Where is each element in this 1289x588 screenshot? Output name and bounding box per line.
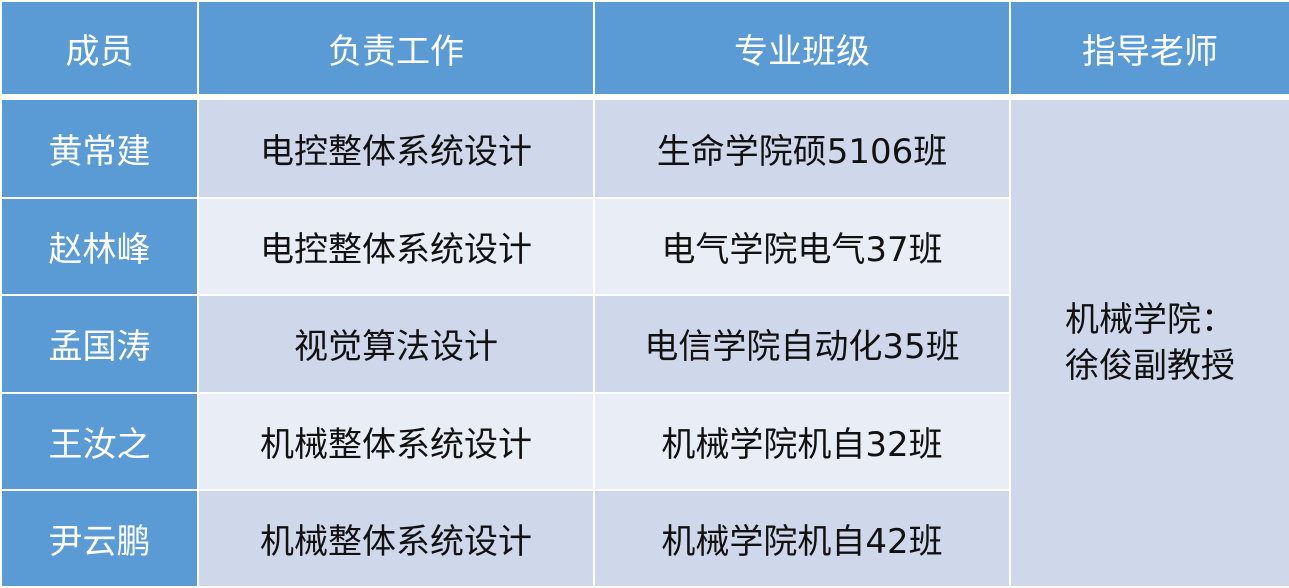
header-class: 专业班级 (593, 0, 1011, 100)
member-name: 黄常建 (0, 95, 199, 200)
advisor-school: 机械学院： (1065, 300, 1235, 340)
member-name: 王汝之 (0, 391, 199, 491)
member-work: 电控整体系统设计 (197, 95, 595, 200)
member-name: 赵林峰 (0, 197, 199, 297)
member-work: 视觉算法设计 (197, 294, 595, 394)
member-work: 机械整体系统设计 (197, 391, 595, 491)
table-row: 赵林峰 电控整体系统设计 电气学院电气37班 (0, 197, 1289, 297)
advisor-name: 徐俊副教授 (1065, 346, 1235, 386)
table-row: 尹云鹏 机械整体系统设计 机械学院机自42班 (0, 488, 1289, 588)
header-row: 成员 负责工作 专业班级 指导老师 (0, 0, 1289, 100)
header-work: 负责工作 (197, 0, 595, 100)
table-row: 黄常建 电控整体系统设计 生命学院硕5106班 机械学院： 徐俊副教授 (0, 95, 1289, 588)
table-row: 孟国涛 视觉算法设计 电信学院自动化35班 (0, 294, 1289, 394)
member-work: 电控整体系统设计 (197, 197, 595, 297)
member-class: 生命学院硕5106班 (593, 95, 1011, 200)
table-row: 王汝之 机械整体系统设计 机械学院机自32班 (0, 391, 1289, 491)
member-class: 机械学院机自42班 (593, 488, 1011, 588)
member-class: 机械学院机自32班 (593, 391, 1011, 491)
member-work: 机械整体系统设计 (197, 488, 595, 588)
member-name: 孟国涛 (0, 294, 199, 394)
member-class: 电信学院自动化35班 (593, 294, 1011, 394)
header-member: 成员 (0, 0, 199, 100)
member-class: 电气学院电气37班 (593, 197, 1011, 297)
member-name: 尹云鹏 (0, 488, 199, 588)
header-advisor: 指导老师 (1009, 0, 1289, 100)
advisor-cell: 机械学院： 徐俊副教授 (1009, 96, 1289, 588)
